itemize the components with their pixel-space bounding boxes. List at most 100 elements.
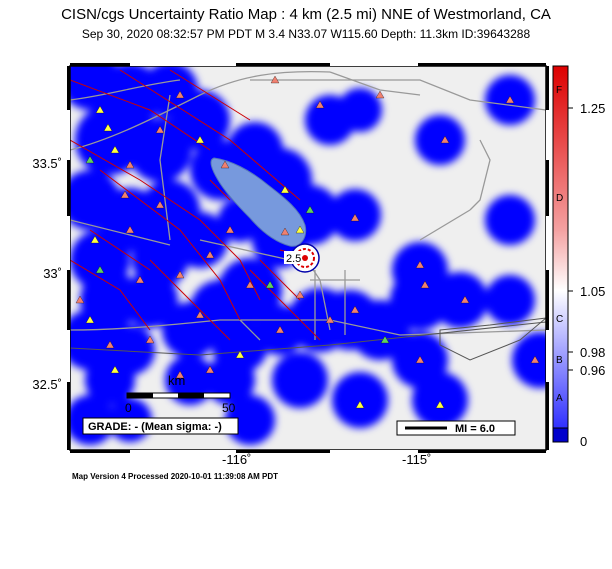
station-triangle <box>220 160 230 169</box>
state-border <box>439 317 546 361</box>
frame-segment <box>418 63 546 66</box>
grade-text: GRADE: - (Mean sigma: -) <box>88 421 222 433</box>
station-triangle <box>275 325 285 334</box>
frame-segment <box>67 270 70 330</box>
coverage-patch <box>485 275 535 325</box>
station-triangle <box>95 105 105 114</box>
station-triangle <box>440 135 450 144</box>
colorbar-value-0-98: 0.98 <box>580 345 606 360</box>
station-triangle <box>530 355 540 364</box>
station-triangle <box>205 250 215 259</box>
station-triangle <box>460 295 470 304</box>
coverage-patch <box>75 105 145 175</box>
station-triangle <box>110 365 120 374</box>
station-triangle <box>110 145 120 154</box>
frame-segment <box>130 450 236 453</box>
roads-layer <box>70 70 546 341</box>
scale-start: 0 <box>125 401 132 415</box>
international-border <box>70 321 546 356</box>
mi-legend-box <box>396 420 516 436</box>
station-triangle <box>505 95 515 104</box>
frame-ticks <box>67 63 549 453</box>
epicenter-label: 2.5 <box>286 253 301 265</box>
colorbar <box>552 65 569 429</box>
station-triangle <box>420 280 430 289</box>
station-triangle <box>85 155 95 164</box>
station-triangle <box>175 90 185 99</box>
frame-segment <box>546 270 549 330</box>
grade-box <box>82 417 239 435</box>
station-triangle <box>375 90 385 99</box>
coverage-patch <box>392 242 448 298</box>
coverage-patch <box>70 230 130 290</box>
frame-segment <box>130 63 236 66</box>
colorbar-grade-f: F <box>556 85 563 96</box>
coverage-patch <box>272 352 328 408</box>
frame-segment <box>236 63 330 66</box>
station-triangle <box>435 400 445 409</box>
coverage-patch <box>332 372 388 428</box>
station-triangle <box>380 335 390 344</box>
colorbar-value-0-96: 0.96 <box>580 363 606 378</box>
station-triangle <box>265 280 275 289</box>
station-triangle <box>295 290 305 299</box>
frame-segment <box>70 450 130 453</box>
frame-segment <box>330 63 418 66</box>
colorbar-grade-d: D <box>556 193 564 204</box>
coverage-patch <box>512 332 546 388</box>
station-triangle <box>280 185 290 194</box>
scale-end: 50 <box>222 401 236 415</box>
station-triangle <box>280 227 290 236</box>
station-triangle <box>195 310 205 319</box>
frame-segment <box>67 66 70 110</box>
station-triangle <box>85 315 95 324</box>
frame-segment <box>546 160 549 216</box>
station-triangle <box>155 125 165 134</box>
coverage-patch <box>85 355 135 405</box>
frame-segment <box>236 450 330 453</box>
station-triangle <box>90 235 100 244</box>
frame-segment <box>546 66 549 110</box>
coverage-patch <box>412 372 468 428</box>
frame-segment <box>330 450 418 453</box>
coverage-patch <box>162 302 218 358</box>
station-triangle <box>155 200 165 209</box>
lat-label-33: 33˚ <box>43 266 62 281</box>
station-triangle <box>235 350 245 359</box>
station-triangle <box>350 213 360 222</box>
station-triangle <box>95 265 105 274</box>
station-triangle <box>175 370 185 379</box>
station-triangle <box>205 365 215 374</box>
salton-sea <box>210 157 307 247</box>
mi-legend-text: MI = 6.0 <box>455 423 495 435</box>
lat-label-32-5: 32.5˚ <box>32 377 62 392</box>
station-triangle <box>103 123 113 132</box>
map-footer: Map Version 4 Processed 2020-10-01 11:39… <box>72 472 279 481</box>
frame-segment <box>67 382 70 450</box>
colorbar-value-0: 0 <box>580 434 588 449</box>
colorbar-grade-c: C <box>556 314 564 325</box>
coverage-patch <box>432 272 488 328</box>
frame-segment <box>546 382 549 450</box>
station-triangle <box>245 280 255 289</box>
colorbar-zero-box <box>552 427 569 443</box>
station-triangle <box>75 295 85 304</box>
coverage-patch <box>170 90 230 150</box>
frame-segment <box>67 110 70 160</box>
scale-unit: km <box>168 373 185 388</box>
frame-segment <box>67 330 70 382</box>
station-triangle <box>270 75 280 84</box>
coverage-patch <box>338 88 382 132</box>
scale-bar: km 0 50 <box>125 373 236 415</box>
station-triangle <box>225 225 235 234</box>
frame-segment <box>70 63 130 66</box>
coverage-patch <box>485 195 535 245</box>
station-triangle <box>305 205 315 214</box>
frame-segment <box>546 330 549 382</box>
lon-label-115: -115˚ <box>402 452 432 467</box>
station-triangle <box>315 100 325 109</box>
frame-segment <box>67 160 70 216</box>
station-triangle <box>145 335 155 344</box>
frame-segment <box>67 216 70 270</box>
